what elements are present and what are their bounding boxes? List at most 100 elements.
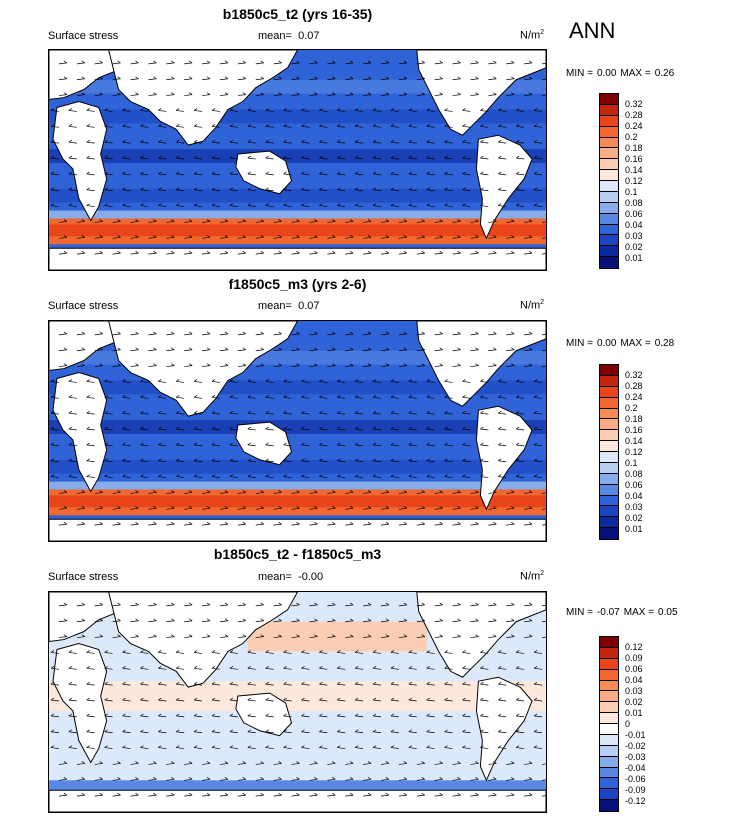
colorbar-tick-label: 0.03: [625, 686, 643, 696]
colorbar-tick-label: 0.2: [625, 132, 638, 142]
colorbar-tick-label: 0.18: [625, 414, 643, 424]
panel-2-title: f1850c5_m3 (yrs 2-6): [228, 276, 367, 292]
colorbar-tick-label: 0.12: [625, 642, 643, 652]
colorbar-swatch: [600, 213, 618, 225]
panel-3-map: [48, 591, 547, 813]
panel-1-mean: mean= 0.07: [258, 30, 320, 42]
colorbar-tick-label: 0.02: [625, 513, 643, 523]
colorbar-tick-label: 0.01: [625, 524, 643, 534]
colorbar-swatch: [600, 724, 618, 735]
colorbar-tick-label: 0: [625, 719, 631, 729]
colorbar-tick-label: 0.32: [625, 370, 643, 380]
colorbar-tick-label: 0.06: [625, 480, 643, 490]
colorbar-swatch: [600, 702, 618, 714]
colorbar-swatch: [600, 202, 618, 214]
colorbar-swatch: [600, 669, 618, 681]
colorbar-tick-label: -0.01: [625, 730, 646, 740]
panel-1-units: N/m2: [520, 29, 545, 42]
colorbar-swatch: [600, 115, 618, 127]
colorbar-tick-label: 0.16: [625, 154, 643, 164]
colorbar-tick-label: 0.14: [625, 165, 643, 175]
colorbar-swatch: [600, 452, 618, 463]
panel-2-variable-label: Surface stress: [48, 300, 119, 312]
colorbar-tick-label: 0.01: [625, 708, 643, 718]
colorbar-tick-label: 0.04: [625, 491, 643, 501]
colorbar-swatch: [600, 365, 618, 376]
panel-1-title: b1850c5_t2 (yrs 16-35): [222, 6, 373, 22]
colorbar-swatch: [600, 691, 618, 703]
colorbar-swatch: [600, 800, 618, 811]
colorbar-tick-label: 0.08: [625, 198, 643, 208]
colorbar-swatch: [600, 159, 618, 171]
colorbar-tick-label: 0.01: [625, 253, 643, 263]
colorbar-swatch: [600, 126, 618, 138]
colorbar-swatch: [600, 680, 618, 692]
colorbar-swatch: [600, 408, 618, 420]
colorbar-tick-label: 0.14: [625, 436, 643, 446]
colorbar-tick-label: 0.09: [625, 653, 643, 663]
colorbar-swatch: [600, 386, 618, 398]
colorbar-swatch: [600, 375, 618, 387]
colorbar-swatch: [600, 137, 618, 149]
panel-3-units: N/m2: [520, 570, 545, 583]
colorbar-swatch: [600, 397, 618, 409]
colorbar-tick-label: 0.04: [625, 675, 643, 685]
colorbar-tick-label: 0.18: [625, 143, 643, 153]
colorbar-swatch: [600, 235, 618, 247]
colorbar-tick-label: 0.04: [625, 220, 643, 230]
colorbar-swatch: [600, 430, 618, 442]
colorbar-swatch: [600, 148, 618, 160]
colorbar-tick-label: -0.02: [625, 741, 646, 751]
season-label: ANN: [569, 18, 616, 43]
panel-3-minmax: MIN = -0.07 MAX = 0.05: [566, 607, 678, 618]
colorbar-swatch: [600, 528, 618, 539]
colorbar-swatch: [600, 441, 618, 452]
colorbar-tick-label: 0.28: [625, 381, 643, 391]
colorbar-tick-label: 0.12: [625, 176, 643, 186]
colorbar-swatch: [600, 658, 618, 670]
colorbar-swatch: [600, 734, 618, 746]
colorbar-tick-label: -0.04: [625, 763, 646, 773]
colorbar-swatch: [600, 745, 618, 757]
panel-2-units: N/m2: [520, 299, 545, 312]
colorbar-swatch: [600, 224, 618, 236]
colorbar-swatch: [600, 778, 618, 790]
colorbar-swatch: [600, 462, 618, 474]
colorbar-tick-label: 0.1: [625, 458, 638, 468]
colorbar-tick-label: 0.24: [625, 392, 643, 402]
colorbar-tick-label: -0.03: [625, 752, 646, 762]
colorbar-swatch: [600, 181, 618, 192]
panel-2-mean: mean= 0.07: [258, 300, 320, 312]
panel-1-colorbar: [599, 93, 619, 269]
panel-2-colorbar: [599, 364, 619, 540]
colorbar-tick-label: 0.32: [625, 99, 643, 109]
colorbar-swatch: [600, 495, 618, 507]
colorbar-swatch: [600, 94, 618, 105]
colorbar-swatch: [600, 713, 618, 724]
colorbar-swatch: [600, 104, 618, 116]
panel-1-map: [48, 49, 547, 271]
colorbar-swatch: [600, 756, 618, 768]
colorbar-swatch: [600, 473, 618, 485]
colorbar-swatch: [600, 789, 618, 801]
panel-1-variable-label: Surface stress: [48, 30, 119, 42]
colorbar-swatch: [600, 517, 618, 529]
colorbar-tick-label: 0.02: [625, 697, 643, 707]
panel-3-colorbar: [599, 636, 619, 812]
colorbar-swatch: [600, 484, 618, 496]
colorbar-tick-label: 0.1: [625, 187, 638, 197]
colorbar-tick-label: -0.12: [625, 796, 646, 806]
colorbar-swatch: [600, 506, 618, 518]
colorbar-tick-label: 0.2: [625, 403, 638, 413]
colorbar-tick-label: 0.28: [625, 110, 643, 120]
colorbar-swatch: [600, 257, 618, 268]
panel-2-minmax: MIN = 0.00 MAX = 0.28: [566, 338, 675, 349]
colorbar-tick-label: 0.06: [625, 664, 643, 674]
colorbar-swatch: [600, 170, 618, 181]
colorbar-swatch: [600, 767, 618, 779]
colorbar-tick-label: -0.09: [625, 785, 646, 795]
panel-3-mean: mean= -0.00: [258, 571, 324, 583]
colorbar-tick-label: 0.24: [625, 121, 643, 131]
colorbar-tick-label: 0.12: [625, 447, 643, 457]
colorbar-tick-label: 0.16: [625, 425, 643, 435]
